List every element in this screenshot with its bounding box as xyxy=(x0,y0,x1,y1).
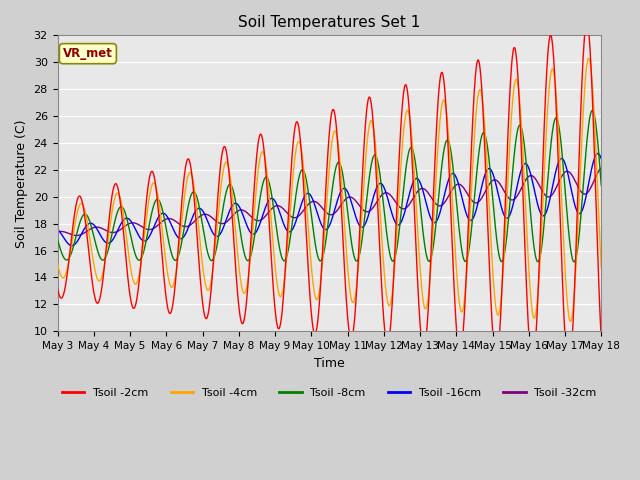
Legend: Tsoil -2cm, Tsoil -4cm, Tsoil -8cm, Tsoil -16cm, Tsoil -32cm: Tsoil -2cm, Tsoil -4cm, Tsoil -8cm, Tsoi… xyxy=(58,384,601,403)
X-axis label: Time: Time xyxy=(314,357,345,370)
Title: Soil Temperatures Set 1: Soil Temperatures Set 1 xyxy=(238,15,420,30)
Text: VR_met: VR_met xyxy=(63,47,113,60)
Y-axis label: Soil Temperature (C): Soil Temperature (C) xyxy=(15,119,28,248)
